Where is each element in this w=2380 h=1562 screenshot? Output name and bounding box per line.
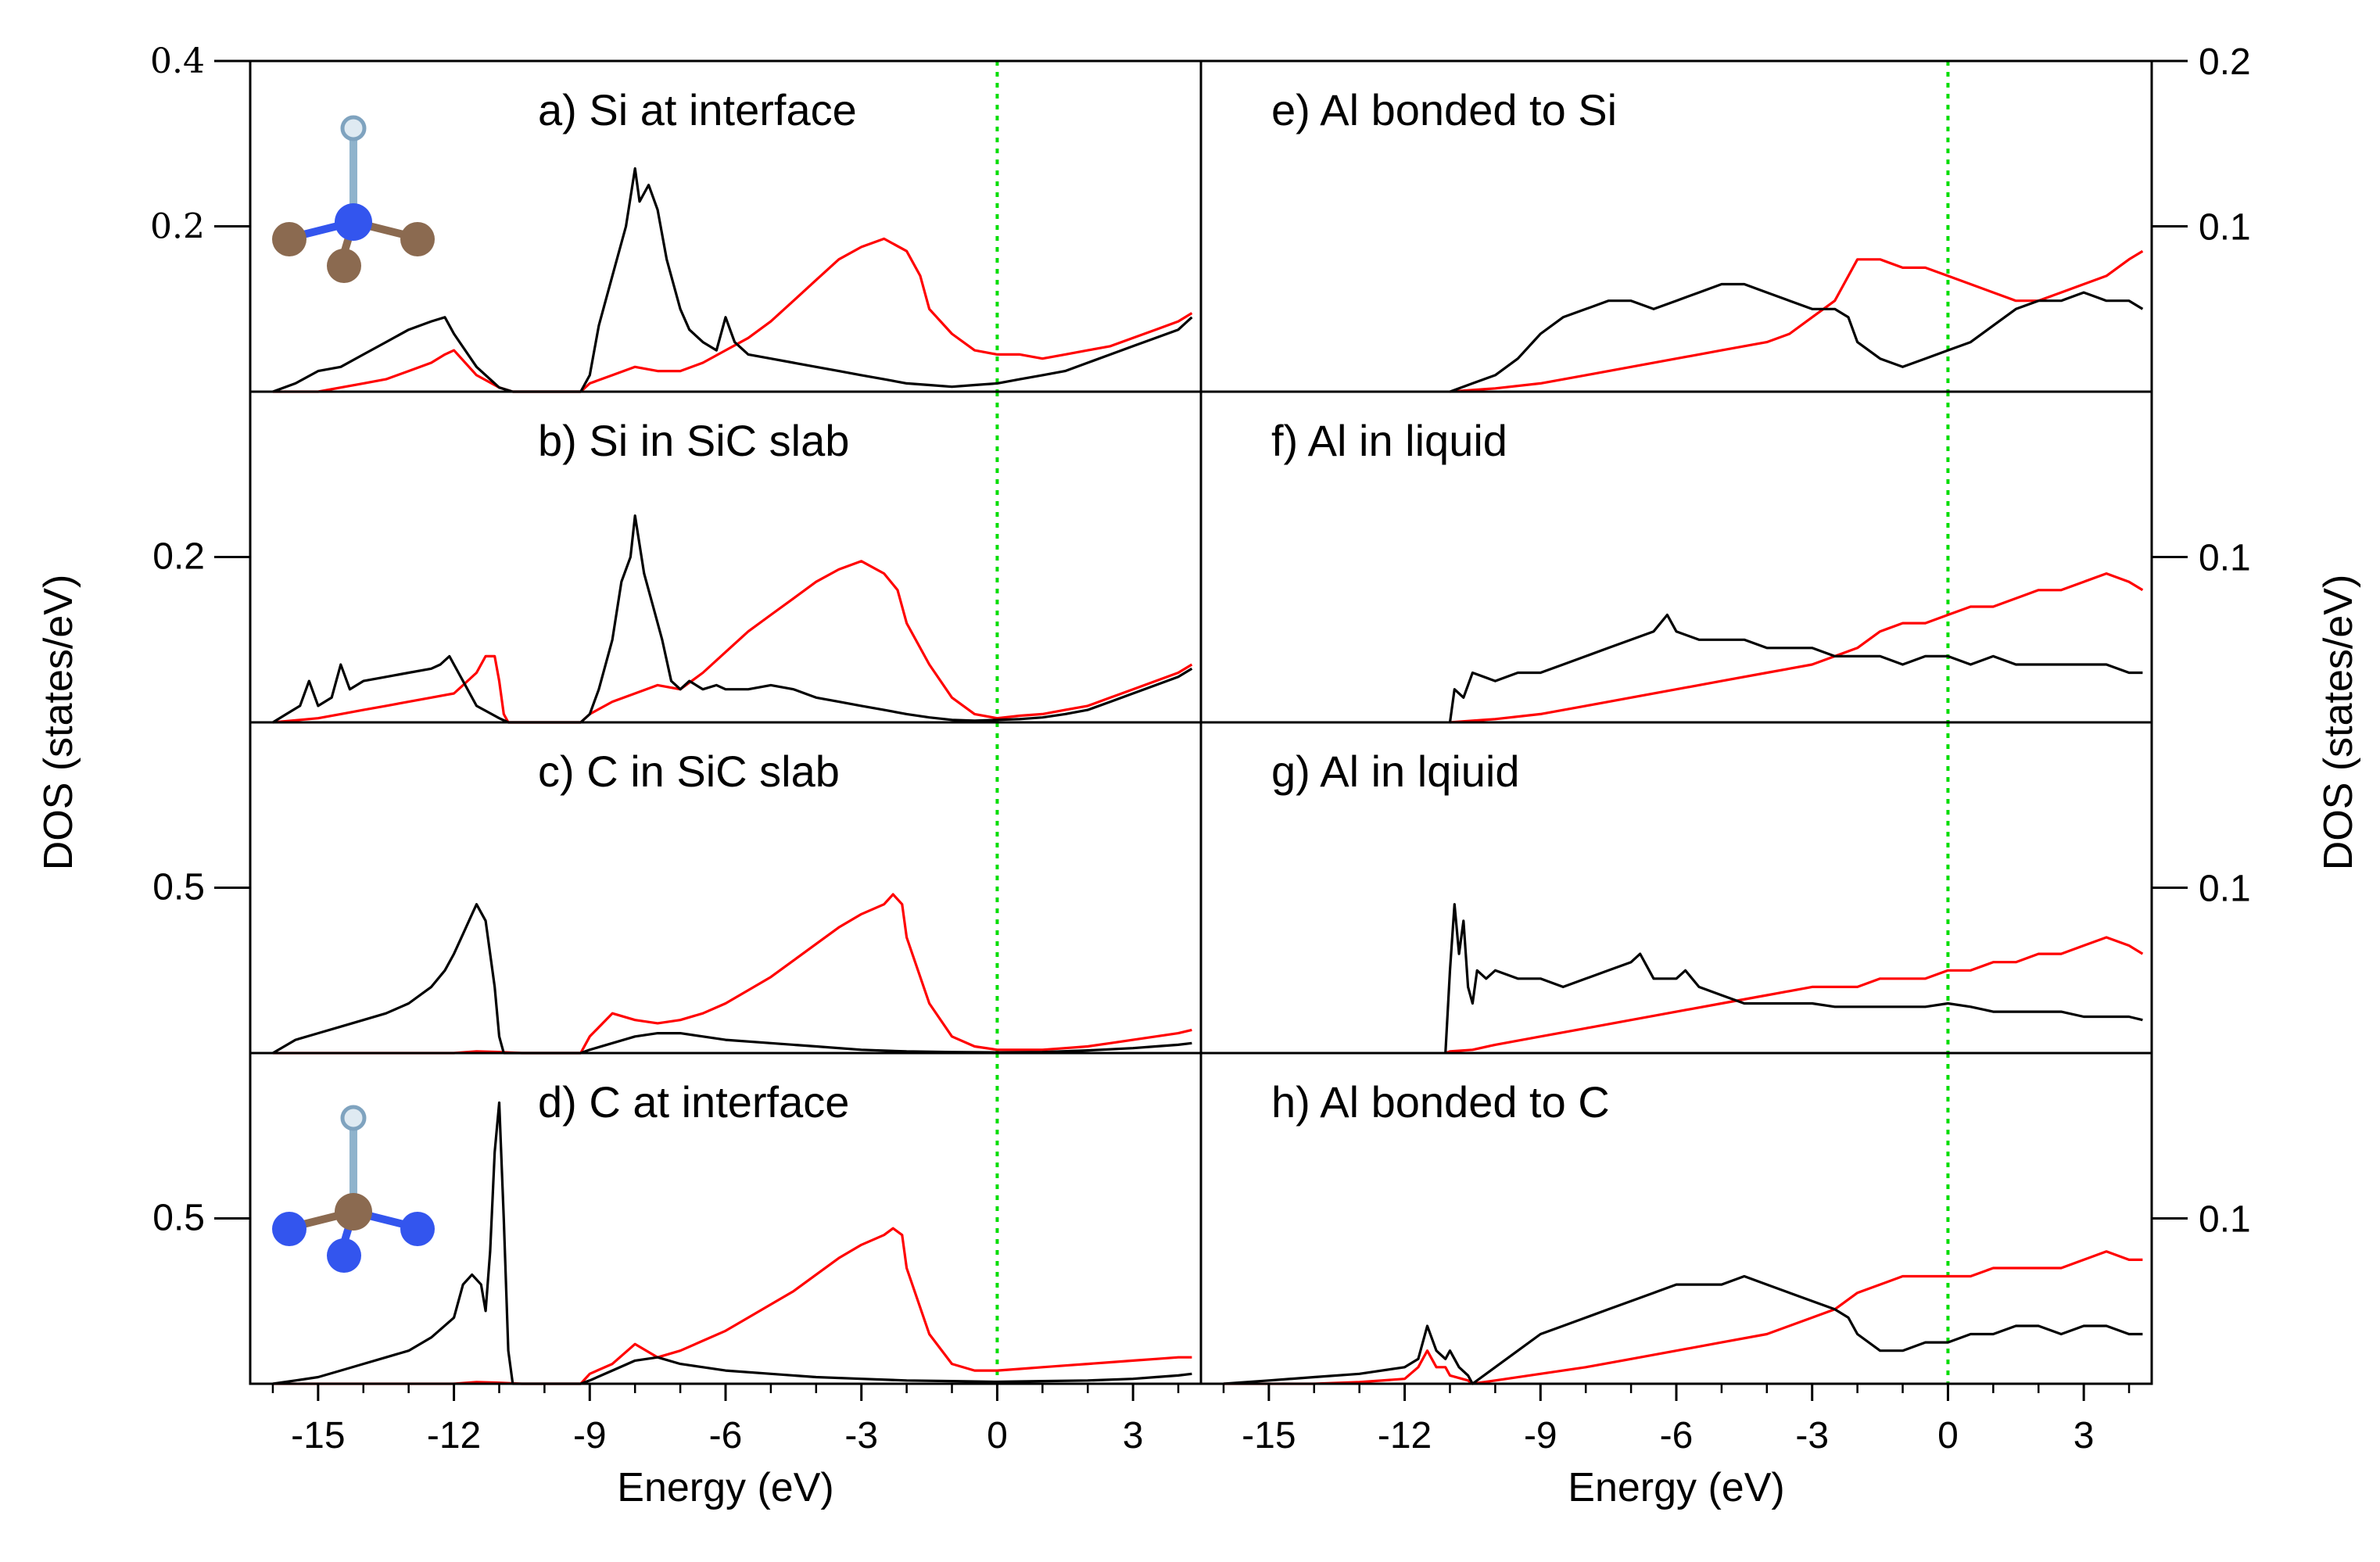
y-tick-label-left-b-0: 0.2 [152,536,205,578]
dos-curve-p-c [273,893,1192,1055]
dos-curve-s-a [272,167,1193,393]
x-axis-label-left: Energy (eV) [617,1465,833,1510]
y-tick-label-left-d-0: 0.5 [152,1198,205,1239]
panel-label-a: a) Si at interface [538,85,857,134]
dos-curve-p-h [1224,1250,2143,1385]
y-tick-label-right-e-0: 0.1 [2199,207,2251,249]
y-tick-label-left-c-0: 0.5 [152,867,205,908]
y-tick-label-right-h-0: 0.1 [2199,1199,2251,1241]
molecule-si-center-inset-atom-front [327,249,361,283]
dos-curve-p-b [272,560,1193,724]
panel-label-g: g) Al in lqiuid [1271,747,1520,796]
x-tick-label-left-5: 0 [987,1415,1008,1456]
dos-curve-p-e [1450,249,2144,393]
x-axis-label-right: Energy (eV) [1568,1465,1784,1510]
dos-curve-s-h [1223,1274,2143,1385]
molecule-c-center-inset-hydrogen-atom [340,1105,367,1131]
molecule-c-center-inset-atom-right [400,1212,435,1246]
y-tick-label-left-a-1: 0.4 [150,41,205,81]
x-tick-label-right-6: 3 [2074,1415,2095,1456]
x-tick-label-right-4: -3 [1795,1415,1829,1456]
panel-label-e: e) Al bonded to Si [1271,85,1617,134]
x-tick-label-left-0: -15 [291,1415,345,1456]
panel-label-c: c) C in SiC slab [538,747,840,796]
panel-label-b: b) Si in SiC slab [538,416,849,465]
molecule-si-center-inset [272,115,435,283]
y-axis-label-left: DOS (states/eV) [36,575,81,871]
dos-curve-p-a [273,237,1193,393]
frame-layer [214,59,2188,1401]
y-tick-label-right-g-0: 0.1 [2199,869,2251,910]
dos-curve-s-e [1449,282,2144,393]
molecule-si-center-inset-hydrogen-atom [340,115,367,142]
y-tick-label-right-e-1: 0.2 [2199,41,2251,83]
molecule-si-center-inset-atom-center [335,203,372,241]
y-tick-label-left-a-0: 0.2 [150,207,205,247]
molecule-c-center-inset [272,1105,435,1273]
dos-curve-s-f [1448,613,2143,723]
molecule-c-center-inset-atom-left [272,1212,306,1246]
panel-label-d: d) C at interface [538,1077,849,1127]
x-tick-label-right-1: -12 [1378,1415,1432,1456]
x-tick-label-left-6: 3 [1123,1415,1144,1456]
x-tick-label-right-0: -15 [1242,1415,1296,1456]
x-tick-label-right-3: -6 [1660,1415,1694,1456]
text-layer: a) Si at interface 0.2 0.4 b) Si in SiC sla… [36,41,2361,1510]
x-tick-label-left-1: -12 [427,1415,481,1456]
dos-curve-p-g [1445,936,2144,1055]
x-tick-label-left-2: -9 [573,1415,607,1456]
x-tick-label-right-5: 0 [1937,1415,1959,1456]
dos-curve-p-d [273,1227,1192,1385]
molecule-si-center-inset-atom-right [400,222,435,256]
x-tick-label-left-3: -6 [709,1415,743,1456]
molecule-c-center-inset-atom-center [335,1193,372,1231]
dos-curve-p-f [1450,572,2144,724]
dos-curve-s-b [272,514,1193,724]
y-tick-label-right-f-0: 0.1 [2199,538,2251,579]
molecule-si-center-inset-atom-left [272,222,306,256]
panel-label-h: h) Al bonded to C [1271,1077,1610,1127]
dos-curve-s-c [272,903,1192,1055]
molecule-c-center-inset-atom-front [327,1238,361,1273]
x-tick-label-right-2: -9 [1524,1415,1557,1456]
panel-label-f: f) Al in liquid [1271,416,1507,465]
dos-curve-s-g [1444,903,2143,1054]
x-tick-label-left-4: -3 [844,1415,878,1456]
inset-layer [272,115,435,1273]
y-axis-label-right: DOS (states/eV) [2316,575,2361,871]
